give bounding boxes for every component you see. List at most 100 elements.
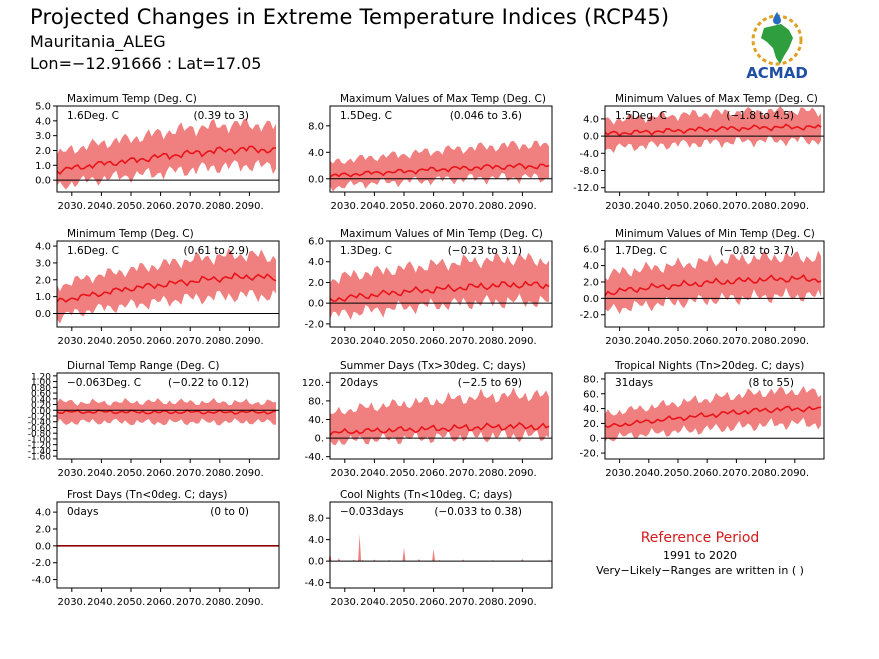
chart-panel-4: 6.0 4.0 2.0 0.0 -2.0 2030. 2040. 2050. 2060. 2070… bbox=[304, 228, 553, 347]
median-change-label: 1.6Deg. C bbox=[67, 110, 119, 122]
likely-range-label: (−0.033 to 0.38) bbox=[434, 506, 522, 518]
y-tick-label: 6.0 bbox=[583, 245, 599, 256]
x-tick-label: 2090. bbox=[508, 201, 537, 212]
x-tick-label: 2060. bbox=[693, 468, 722, 479]
location-name: Mauritania_ALEG bbox=[30, 32, 166, 51]
y-tick-label: 40. bbox=[583, 404, 599, 415]
likely-range-label: (−0.82 to 3.7) bbox=[720, 245, 794, 257]
y-tick-label: 1.0 bbox=[35, 292, 51, 303]
x-tick-label: 2090. bbox=[508, 597, 537, 608]
y-tick-label: -2.0 bbox=[579, 310, 599, 321]
x-tick-label: 2090. bbox=[508, 336, 537, 347]
x-tick-label: 2070. bbox=[176, 201, 205, 212]
x-tick-label: 2080. bbox=[205, 597, 234, 608]
x-tick-label: 2070. bbox=[176, 597, 205, 608]
x-tick-label: 2030. bbox=[330, 597, 359, 608]
x-tick-label: 2050. bbox=[390, 468, 419, 479]
x-tick-label: 2070. bbox=[176, 336, 205, 347]
x-tick-label: 2070. bbox=[722, 336, 751, 347]
y-tick-label: 1.20 bbox=[31, 372, 51, 382]
y-tick-label: 0.40 bbox=[31, 395, 51, 405]
x-tick-label: 2090. bbox=[235, 597, 264, 608]
panel-title: Minimum Values of Min Temp (Deg. C) bbox=[615, 228, 815, 240]
x-tick-label: 2070. bbox=[449, 468, 478, 479]
x-tick-label: 2060. bbox=[146, 336, 175, 347]
x-tick-label: 2060. bbox=[419, 468, 448, 479]
y-tick-label: 4.0 bbox=[308, 148, 324, 159]
x-tick-label: 2070. bbox=[722, 201, 751, 212]
x-tick-label: 2070. bbox=[449, 336, 478, 347]
x-tick-label: 2090. bbox=[235, 201, 264, 212]
y-tick-label: 40. bbox=[308, 415, 324, 426]
y-tick-label: -0.20 bbox=[28, 413, 52, 423]
x-tick-label: 2050. bbox=[390, 201, 419, 212]
x-tick-label: 2070. bbox=[722, 468, 751, 479]
x-tick-label: 2090. bbox=[235, 468, 264, 479]
plot-frame bbox=[56, 105, 280, 193]
page-title: Projected Changes in Extreme Temperature… bbox=[30, 5, 670, 29]
x-tick-label: 2050. bbox=[664, 468, 693, 479]
median-change-label: 1.5Deg. C bbox=[340, 110, 392, 122]
median-line bbox=[329, 162, 550, 178]
x-tick-label: 2040. bbox=[87, 468, 116, 479]
x-tick-label: 2080. bbox=[478, 336, 507, 347]
median-line bbox=[604, 123, 822, 137]
median-line bbox=[604, 405, 822, 429]
x-tick-label: 2080. bbox=[751, 201, 780, 212]
x-tick-label: 2030. bbox=[605, 201, 634, 212]
panel-title: Diurnal Temp Range (Deg. C) bbox=[67, 360, 219, 372]
y-tick-label: 3.0 bbox=[35, 258, 51, 269]
y-tick-label: -20. bbox=[579, 449, 599, 460]
x-tick-label: 2040. bbox=[87, 201, 116, 212]
panel-title: Summer Days (Tx>30deg. C; days) bbox=[340, 360, 526, 372]
panel-title: Minimum Temp (Deg. C) bbox=[67, 228, 194, 240]
x-tick-label: 2050. bbox=[390, 336, 419, 347]
x-tick-label: 2040. bbox=[634, 201, 663, 212]
x-tick-label: 2030. bbox=[57, 468, 86, 479]
median-change-label: 1.5Deg. C bbox=[615, 110, 667, 122]
y-tick-label: -8.0 bbox=[579, 166, 599, 177]
y-tick-label: 0.0 bbox=[308, 174, 324, 185]
likely-range-label: (8 to 55) bbox=[749, 377, 794, 389]
x-tick-label: 2080. bbox=[478, 468, 507, 479]
x-tick-label: 2060. bbox=[146, 201, 175, 212]
x-tick-label: 2060. bbox=[693, 201, 722, 212]
y-tick-label: 0.0 bbox=[583, 132, 599, 143]
median-change-label: 20days bbox=[340, 377, 378, 389]
y-tick-label: -2.0 bbox=[304, 319, 324, 330]
x-tick-label: 2090. bbox=[508, 468, 537, 479]
x-tick-label: 2030. bbox=[330, 336, 359, 347]
y-tick-label: 0.00 bbox=[31, 407, 51, 417]
y-tick-label: 4.0 bbox=[35, 242, 51, 253]
x-tick-label: 2050. bbox=[117, 336, 146, 347]
y-tick-label: 120. bbox=[302, 378, 324, 389]
y-tick-label: 60. bbox=[583, 389, 599, 400]
median-line bbox=[329, 280, 550, 302]
y-tick-label: 1.0 bbox=[35, 161, 51, 172]
y-tick-label: 0.60 bbox=[31, 390, 51, 400]
panel-title: Frost Days (Tn<0deg. C; days) bbox=[67, 489, 227, 501]
panel-title: Maximum Values of Max Temp (Deg. C) bbox=[340, 93, 546, 105]
y-tick-label: 0.0 bbox=[308, 557, 324, 568]
y-tick-label: 4.0 bbox=[308, 535, 324, 546]
x-tick-label: 2080. bbox=[478, 201, 507, 212]
plot-frame bbox=[56, 240, 280, 328]
x-tick-label: 2050. bbox=[117, 597, 146, 608]
x-tick-label: 2060. bbox=[419, 336, 448, 347]
y-tick-label: -2.0 bbox=[31, 558, 51, 569]
x-tick-label: 2030. bbox=[605, 468, 634, 479]
y-tick-label: 6.0 bbox=[308, 237, 324, 248]
y-tick-label: -12.0 bbox=[573, 183, 599, 194]
y-tick-label: -1.20 bbox=[28, 441, 52, 451]
y-tick-label: 0.0 bbox=[35, 176, 51, 187]
likely-range-label: (−0.23 to 3.1) bbox=[448, 245, 522, 257]
y-tick-label: -1.00 bbox=[28, 435, 52, 445]
y-tick-label: 1.00 bbox=[31, 378, 51, 388]
x-tick-label: 2040. bbox=[360, 201, 389, 212]
y-tick-label: 2.0 bbox=[35, 524, 51, 535]
y-tick-label: 8.0 bbox=[308, 514, 324, 525]
y-tick-label: 0.0 bbox=[308, 299, 324, 310]
panel-title: Tropical Nights (Tn>20deg. C; days) bbox=[614, 360, 804, 372]
